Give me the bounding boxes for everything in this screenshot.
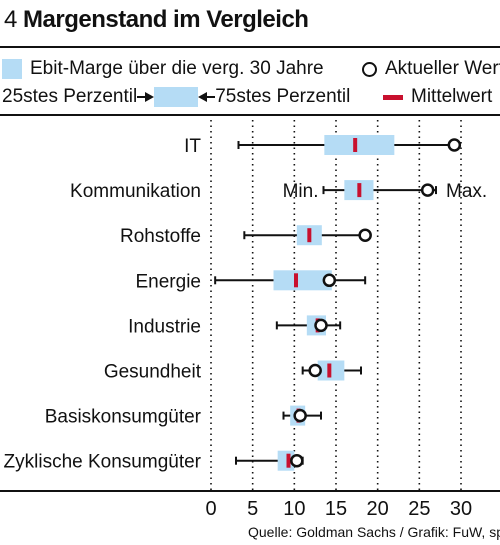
arrow-left-icon	[198, 92, 208, 102]
legend-current: Aktueller Wert	[362, 58, 500, 80]
legend-mean-label: Mittelwert	[411, 86, 493, 107]
legend-p75-label: 75stes Perzentil	[215, 86, 351, 107]
source-note: Quelle: Goldman Sachs / Grafik: FuW, sp	[248, 524, 500, 540]
legend-mean: Mittelwert	[383, 86, 492, 108]
current-value-marker	[322, 273, 337, 288]
min-annotation: Min.	[283, 181, 319, 202]
current-value-marker	[447, 138, 462, 152]
legend-range: Ebit-Marge über die verg. 30 Jahre	[2, 58, 324, 80]
category-label: Kommunikation	[70, 181, 201, 202]
legend-current-label: Aktueller Wert	[385, 58, 500, 79]
max-annotation: Max.	[446, 181, 487, 202]
current-value-marker	[358, 228, 372, 242]
percentile-box	[324, 135, 395, 155]
x-tick-label: 20	[367, 498, 389, 520]
mean-marker	[357, 183, 362, 198]
chart-title: 4 Margenstand im Vergleich	[4, 6, 309, 34]
legend-range-label: Ebit-Marge über die verg. 30 Jahre	[30, 58, 324, 79]
category-label: Gesundheit	[104, 362, 202, 383]
current-value-marker	[293, 408, 307, 423]
percentile-box	[273, 270, 332, 291]
category-label: Zyklische Konsumgüter	[4, 452, 202, 473]
legend-percentiles: 25stes Perzentil 75stes Perzentil	[2, 86, 350, 108]
box-plot-chart: IT Kommunikation Min. Max. Rohstoffe Energie I…	[0, 120, 500, 520]
category-label: Rohstoffe	[120, 226, 201, 247]
current-value-marker	[420, 183, 435, 197]
chart-number: 4	[4, 6, 17, 33]
arrow-left-shaft-icon	[207, 96, 216, 98]
top-rule	[0, 46, 500, 48]
legend-p25-label: 25stes Perzentil	[2, 86, 138, 107]
category-label: IT	[184, 136, 201, 157]
chart-title-text: Margenstand im Vergleich	[23, 6, 309, 33]
mean-marker	[327, 363, 332, 378]
x-tick-label: 30	[450, 498, 472, 520]
mean-marker	[307, 228, 312, 243]
legend-box-swatch	[2, 59, 22, 79]
current-value-marker-icon	[362, 61, 377, 77]
current-value-marker	[308, 363, 322, 378]
mean-marker	[286, 453, 291, 468]
category-label: Energie	[136, 271, 202, 292]
arrow-right-icon	[137, 96, 146, 98]
mean-marker	[294, 273, 298, 288]
x-tick-label: 5	[247, 498, 258, 520]
legend-rule	[0, 114, 500, 116]
current-value-marker	[314, 318, 328, 333]
current-value-marker	[290, 453, 304, 468]
legend-percentile-box	[154, 87, 199, 107]
category-label: Industrie	[128, 316, 201, 337]
arrow-right-head-icon	[145, 92, 155, 102]
x-tick-label: 0	[205, 498, 216, 520]
mean-marker-icon	[383, 94, 403, 100]
mean-marker	[353, 138, 358, 152]
x-tick-label: 25	[408, 498, 430, 520]
category-label: Basiskonsumgüter	[45, 407, 202, 428]
x-tick-label: 10	[283, 498, 305, 520]
x-tick-label: 15	[325, 498, 347, 520]
